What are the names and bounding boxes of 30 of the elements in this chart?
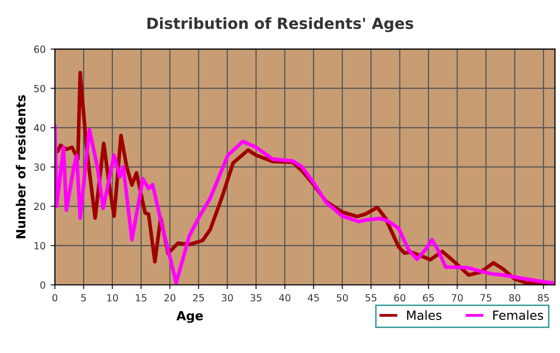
x-tick-label: 65 bbox=[422, 294, 434, 302]
legend-label: Females bbox=[493, 310, 544, 320]
x-axis-title: Age bbox=[176, 311, 203, 323]
x-tick-label: 20 bbox=[164, 294, 176, 302]
y-axis-title: Number of residents bbox=[16, 95, 26, 238]
x-tick-label: 45 bbox=[308, 294, 319, 302]
legend-label: Males bbox=[407, 310, 442, 320]
x-tick-label: 55 bbox=[366, 294, 376, 302]
x-tick-label: 10 bbox=[107, 294, 118, 302]
chart-title: Distribution of Residents' Ages bbox=[147, 17, 414, 32]
x-tick-label: 35 bbox=[250, 294, 262, 302]
x-tick-label: 25 bbox=[193, 294, 204, 302]
y-tick-label: 30 bbox=[34, 163, 46, 171]
x-tick-label: 80 bbox=[509, 294, 520, 302]
x-tick-label: 85 bbox=[538, 294, 549, 302]
x-tick-label: 30 bbox=[222, 294, 233, 302]
x-tick-label: 50 bbox=[336, 294, 348, 302]
x-tick-label: 70 bbox=[452, 294, 463, 302]
x-tick-label: 75 bbox=[480, 294, 492, 302]
y-tick-label: 10 bbox=[34, 242, 46, 250]
y-tick-label: 20 bbox=[34, 202, 46, 210]
x-tick-label: 5 bbox=[81, 294, 86, 302]
x-tick-label: 15 bbox=[136, 294, 146, 302]
x-tick-label: 60 bbox=[394, 294, 406, 302]
y-tick-label: 60 bbox=[34, 46, 46, 53]
y-tick-label: 50 bbox=[34, 84, 46, 92]
y-tick-label: 40 bbox=[34, 124, 46, 132]
x-tick-label: 40 bbox=[279, 294, 290, 302]
y-tick-label: 0 bbox=[40, 281, 46, 289]
x-tick-label: 0 bbox=[52, 294, 58, 302]
